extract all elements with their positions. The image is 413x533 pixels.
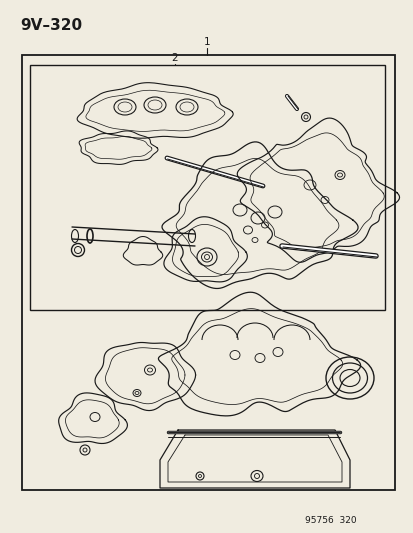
- Text: 2: 2: [171, 53, 178, 63]
- Bar: [30, 65, 384, 310]
- Text: 95756  320: 95756 320: [304, 516, 356, 525]
- Text: 1: 1: [203, 37, 210, 47]
- Text: 9V–320: 9V–320: [20, 18, 82, 33]
- Bar: [22, 55, 394, 490]
